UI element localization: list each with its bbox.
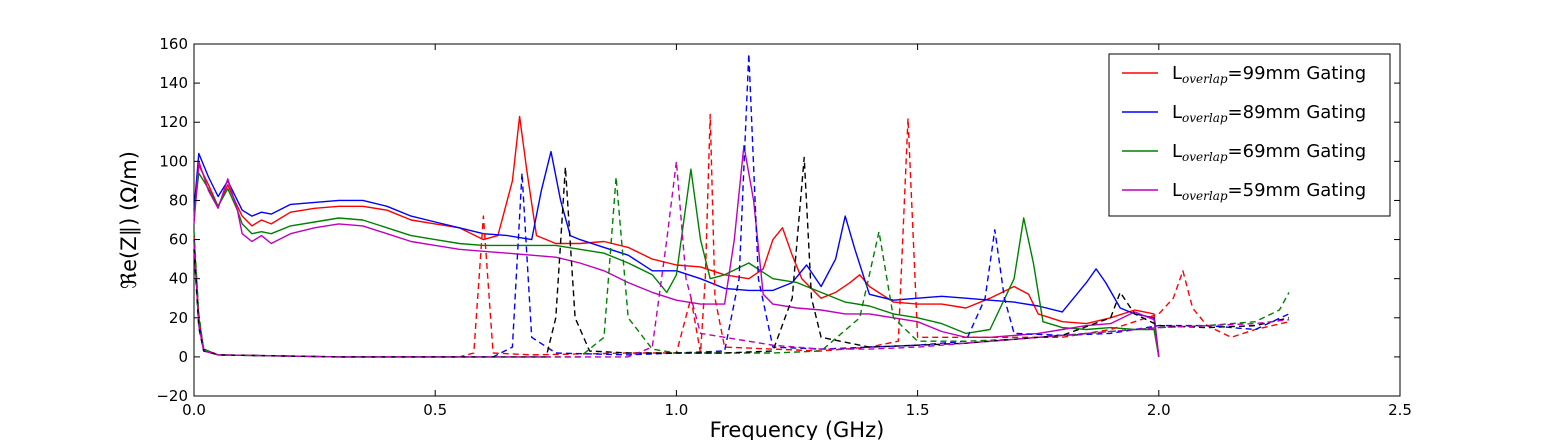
y-axis-label: ℜe(Z∥) (Ω/m) bbox=[117, 151, 141, 289]
series-line-8-dashed bbox=[193, 156, 1290, 358]
y-tick-label: 140 bbox=[159, 74, 188, 92]
y-tick-label: 100 bbox=[159, 152, 188, 170]
y-tick-label: 0 bbox=[178, 348, 188, 366]
legend-label-3: Loverlap=69mm Gating bbox=[1172, 141, 1366, 164]
x-tick-label: 0.5 bbox=[423, 401, 447, 419]
y-tick-label: 120 bbox=[159, 113, 188, 131]
series-line-2 bbox=[193, 150, 1160, 357]
series-layer bbox=[193, 53, 1290, 358]
series-line-9-dashed bbox=[193, 160, 1290, 358]
y-tick-label: −20 bbox=[156, 387, 188, 405]
y-tick-label: 160 bbox=[159, 35, 188, 53]
series-line-4 bbox=[193, 145, 1160, 357]
y-tick-label: 20 bbox=[169, 309, 188, 327]
x-axis-label: Frequency (GHz) bbox=[710, 418, 885, 440]
x-tick-label: 0.0 bbox=[182, 401, 206, 419]
y-tick-label: 60 bbox=[169, 231, 188, 249]
legend: Loverlap=99mm Gating Loverlap=89mm Gating… bbox=[1108, 53, 1391, 217]
x-tick-label: 1.5 bbox=[906, 401, 930, 419]
legend-label-4: Loverlap=59mm Gating bbox=[1172, 180, 1366, 203]
series-line-3 bbox=[193, 168, 1160, 358]
x-tick-label: 1.0 bbox=[664, 401, 688, 419]
x-tick-label: 2.0 bbox=[1147, 401, 1171, 419]
legend-label-2: Loverlap=89mm Gating bbox=[1172, 102, 1366, 125]
legend-label-1: Loverlap=99mm Gating bbox=[1172, 63, 1366, 86]
y-tick-label: 40 bbox=[169, 270, 188, 288]
ticks-layer: 0.0 0.5 1.0 1.5 2.0 2.5 −20 0 20 40 60 80 100 120 140 1… bbox=[156, 35, 1412, 419]
series-line-5-dashed bbox=[193, 113, 1290, 358]
series-line-1 bbox=[193, 115, 1160, 357]
x-tick-label: 2.5 bbox=[1388, 401, 1412, 419]
legend-box bbox=[1108, 53, 1391, 217]
y-tick-label: 80 bbox=[169, 191, 188, 209]
